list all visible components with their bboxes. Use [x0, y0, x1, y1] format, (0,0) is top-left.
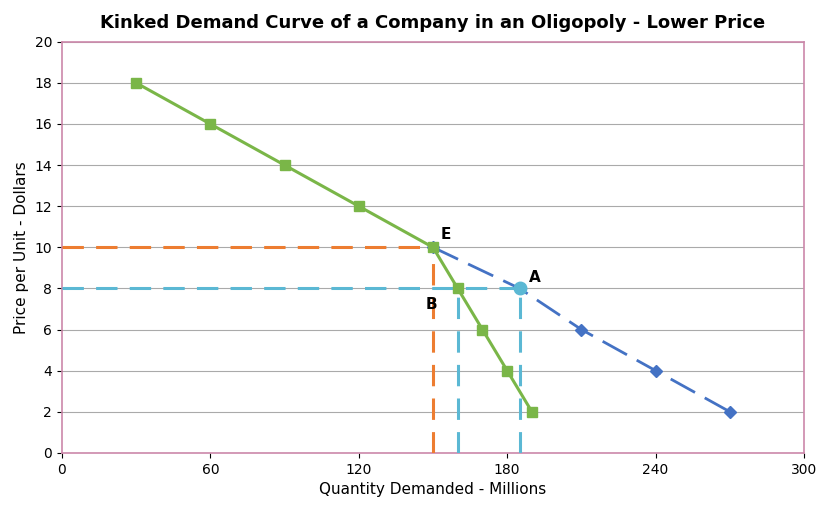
Text: E: E	[440, 227, 450, 242]
Y-axis label: Price per Unit - Dollars: Price per Unit - Dollars	[14, 161, 29, 334]
Text: B: B	[425, 297, 437, 312]
X-axis label: Quantity Demanded - Millions: Quantity Demanded - Millions	[319, 482, 547, 497]
Text: A: A	[529, 270, 541, 285]
Title: Kinked Demand Curve of a Company in an Oligopoly - Lower Price: Kinked Demand Curve of a Company in an O…	[101, 14, 765, 32]
